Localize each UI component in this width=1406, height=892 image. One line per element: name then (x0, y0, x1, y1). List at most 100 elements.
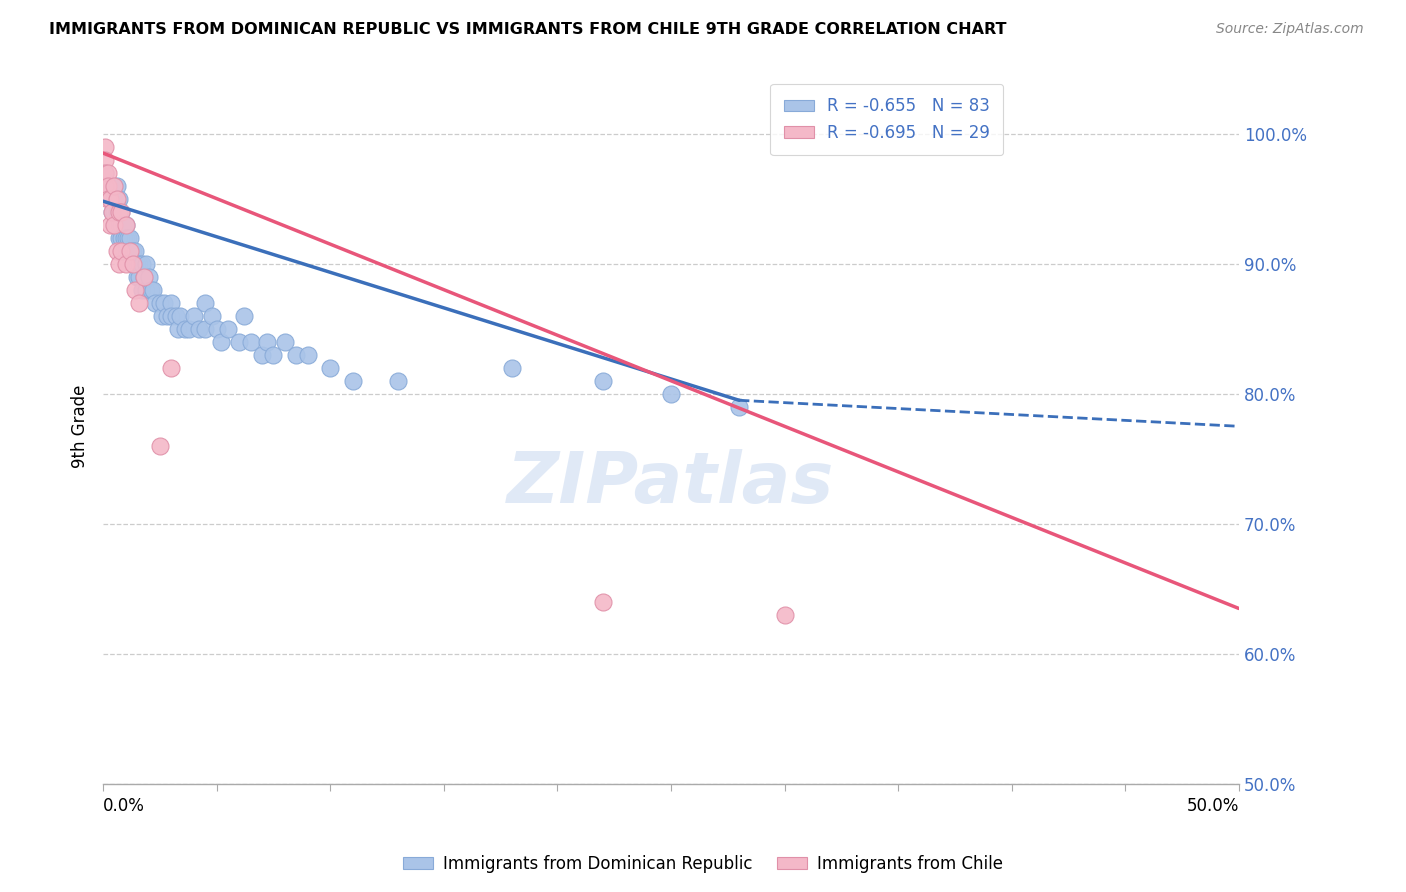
Point (120, 244, 142, 258)
Point (101, 192, 124, 206)
Point (228, 334, 250, 349)
Y-axis label: 9th Grade: 9th Grade (72, 384, 89, 468)
Point (135, 283, 157, 297)
Point (115, 257, 138, 271)
Point (145, 295, 167, 310)
Point (94, 139, 117, 153)
Point (124, 283, 146, 297)
Point (112, 230, 135, 244)
Point (98, 192, 121, 206)
Point (250, 348, 273, 362)
Point (115, 244, 138, 258)
Point (105, 192, 128, 206)
Point (187, 322, 209, 336)
Point (169, 309, 191, 323)
Text: ZIPatlas: ZIPatlas (508, 449, 835, 518)
Point (124, 257, 146, 271)
Point (97, 192, 120, 206)
Point (194, 322, 217, 336)
Point (115, 218, 138, 232)
Point (128, 269, 150, 284)
Point (97, 178, 120, 193)
Point (205, 322, 228, 336)
Point (174, 322, 197, 336)
Point (103, 218, 125, 232)
Point (592, 595, 614, 609)
Point (256, 334, 278, 349)
Point (103, 204, 125, 219)
Point (105, 178, 128, 193)
Point (233, 309, 256, 323)
Point (128, 257, 150, 271)
Point (108, 230, 131, 244)
Point (274, 334, 297, 349)
Point (117, 230, 139, 244)
Point (108, 204, 131, 219)
Point (165, 309, 187, 323)
Point (728, 400, 751, 414)
Point (94, 165, 117, 179)
Point (501, 360, 523, 375)
Point (94, 178, 117, 193)
Point (142, 283, 165, 297)
Point (105, 204, 128, 219)
Text: IMMIGRANTS FROM DOMINICAN REPUBLIC VS IMMIGRANTS FROM CHILE 9TH GRADE CORRELATIO: IMMIGRANTS FROM DOMINICAN REPUBLIC VS IM… (49, 22, 1007, 37)
Point (120, 230, 142, 244)
Point (387, 374, 409, 388)
Text: 50.0%: 50.0% (1187, 797, 1239, 815)
Point (94, 153, 117, 167)
Point (217, 322, 239, 336)
Point (108, 192, 131, 206)
Point (179, 322, 201, 336)
Point (194, 295, 217, 310)
Point (139, 283, 162, 297)
Point (103, 218, 125, 232)
Point (135, 257, 157, 271)
Text: 0.0%: 0.0% (103, 797, 145, 815)
Legend: R = -0.655   N = 83, R = -0.695   N = 29: R = -0.655 N = 83, R = -0.695 N = 29 (770, 84, 1004, 155)
Point (110, 204, 132, 219)
Point (108, 257, 131, 271)
Point (319, 360, 342, 375)
Point (297, 348, 319, 362)
Point (160, 360, 183, 375)
Point (285, 348, 308, 362)
Point (342, 374, 364, 388)
Point (98, 178, 121, 193)
Point (127, 269, 149, 284)
Point (160, 309, 183, 323)
Point (103, 178, 125, 193)
Point (131, 257, 153, 271)
Point (98, 218, 121, 232)
Point (112, 218, 135, 232)
Legend: Immigrants from Dominican Republic, Immigrants from Chile: Immigrants from Dominican Republic, Immi… (396, 848, 1010, 880)
Point (103, 178, 125, 193)
Point (121, 257, 143, 271)
Point (105, 192, 128, 206)
Text: Source: ZipAtlas.com: Source: ZipAtlas.com (1216, 22, 1364, 37)
Point (94, 165, 117, 179)
Point (149, 439, 172, 453)
Point (149, 295, 172, 310)
Point (115, 230, 138, 244)
Point (263, 348, 285, 362)
Point (150, 309, 173, 323)
Point (97, 178, 120, 193)
Point (112, 244, 135, 258)
Point (209, 334, 232, 349)
Point (128, 295, 150, 310)
Point (97, 165, 120, 179)
Point (108, 204, 131, 219)
Point (110, 204, 132, 219)
Point (138, 269, 160, 284)
Point (103, 192, 125, 206)
Point (101, 178, 124, 193)
Point (132, 269, 155, 284)
Point (120, 244, 142, 258)
Point (121, 257, 143, 271)
Point (132, 269, 155, 284)
Point (110, 230, 132, 244)
Point (131, 283, 153, 297)
Point (108, 218, 131, 232)
Point (160, 295, 183, 310)
